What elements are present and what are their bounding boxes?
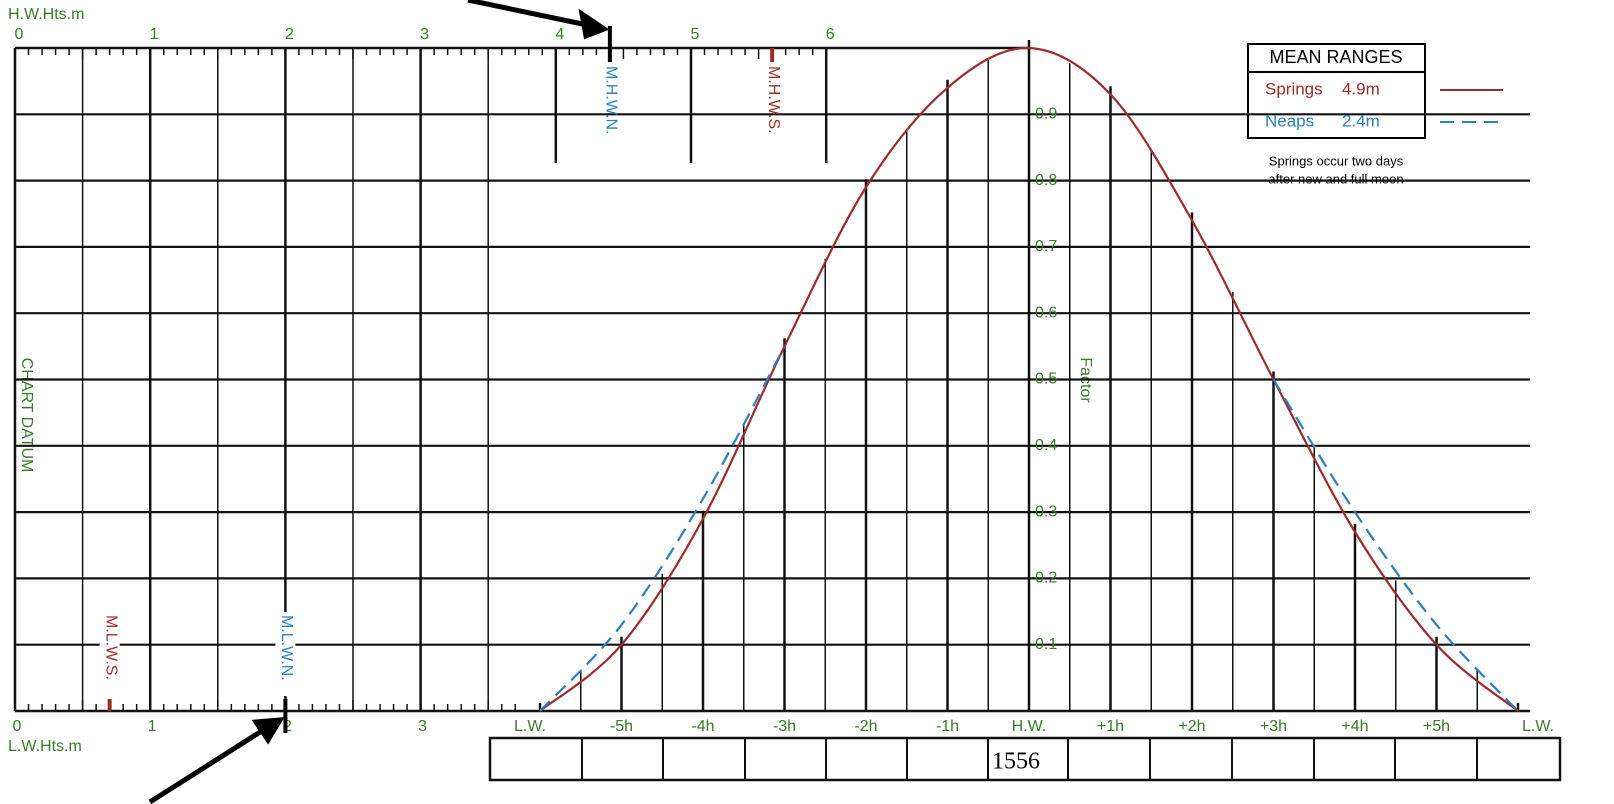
arrow-top — [467, 0, 593, 29]
factor-tick-label: 0.9 — [1035, 106, 1057, 123]
bottom-scale-label: 0 — [13, 718, 22, 735]
time-label: L.W. — [514, 718, 546, 735]
grid — [13, 40, 1530, 713]
bottom-scale-label: 1 — [148, 718, 157, 735]
factor-tick-label: 0.7 — [1035, 238, 1057, 255]
top-scale-title: H.W.Hts.m — [8, 6, 84, 23]
legend-name: Springs — [1265, 79, 1323, 98]
arrowhead-top — [578, 8, 610, 40]
level-label: M.H.W.N. — [603, 66, 620, 134]
bottom-boxes: 1556 — [488, 736, 1562, 782]
level-label-bg — [99, 612, 120, 696]
time-label: +3h — [1260, 718, 1287, 735]
time-label: -3h — [773, 718, 796, 735]
bottom-scale-title: L.W.Hts.m — [8, 738, 82, 755]
factor-tick-label: 0.5 — [1035, 371, 1057, 388]
time-label: -5h — [610, 718, 633, 735]
factor-tick-label: 0.8 — [1035, 172, 1057, 189]
factor-tick-label: 0.4 — [1035, 437, 1057, 454]
note-line: Springs occur two days — [1269, 153, 1404, 168]
legend-title: MEAN RANGES — [1269, 47, 1402, 67]
tide-curve — [539, 345, 1519, 712]
legend-range: 2.4m — [1342, 111, 1380, 130]
note-line: after new and full moon — [1268, 171, 1403, 186]
time-label: L.W. — [1522, 718, 1554, 735]
factor-tick-label: 0.2 — [1035, 570, 1057, 587]
level-label: M.L.W.N. — [278, 615, 295, 681]
arrows — [148, 0, 610, 804]
top-scale-label: 0 — [15, 26, 24, 43]
level-label: M.L.W.S. — [102, 615, 119, 680]
level-label-bg — [275, 612, 296, 696]
time-label: +2h — [1178, 718, 1205, 735]
bottom-scale-label: 2 — [283, 718, 292, 735]
legend-name: Neaps — [1265, 111, 1314, 130]
factor-tick-label: 0.3 — [1035, 503, 1057, 520]
legend-box — [1247, 43, 1426, 139]
level-label: M.H.W.S. — [765, 66, 782, 134]
top-scale-label: 6 — [826, 26, 835, 43]
time-label: -1h — [936, 718, 959, 735]
time-label: +1h — [1097, 718, 1124, 735]
time-label: +4h — [1341, 718, 1368, 735]
time-label: H.W. — [1012, 718, 1047, 735]
top-scale-label: 2 — [285, 26, 294, 43]
time-label: -4h — [691, 718, 714, 735]
tide-curve — [539, 46, 1519, 712]
top-scale-label: 4 — [555, 26, 564, 43]
side-label: CHART DATUM — [18, 358, 35, 473]
time-label: +5h — [1423, 718, 1450, 735]
boxes-frame — [488, 736, 1562, 782]
arrow-bottom — [148, 724, 270, 804]
arrowhead-bottom — [251, 717, 285, 745]
box-text: 1556 — [992, 749, 1040, 775]
factor-tick-label: 0.6 — [1035, 304, 1057, 321]
factor-tick-label: 0.1 — [1035, 636, 1057, 653]
top-scale-label: 3 — [420, 26, 429, 43]
bottom-scale-label: 3 — [418, 718, 427, 735]
time-label: -2h — [854, 718, 877, 735]
legend-range: 4.9m — [1342, 79, 1380, 98]
top-scale-label: 5 — [691, 26, 700, 43]
top-scale-label: 1 — [150, 26, 159, 43]
